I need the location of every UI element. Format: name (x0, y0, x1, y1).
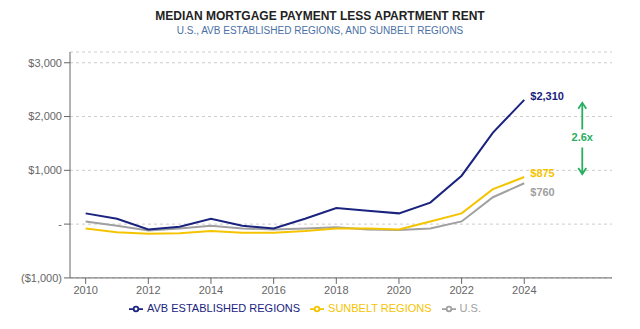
html-text:SUNBELT REGIONS: SUNBELT REGIONS (328, 301, 432, 314)
svg-text:2022: 2022 (449, 284, 473, 296)
svg-text:2016: 2016 (261, 284, 285, 296)
html-text:U.S.: U.S. (459, 301, 481, 314)
svg-text:2020: 2020 (387, 284, 411, 296)
svg-text:2010: 2010 (73, 284, 97, 296)
svg-text:-: - (58, 218, 62, 230)
svg-text:$1,000: $1,000 (28, 164, 62, 176)
svg-text:2024: 2024 (512, 284, 536, 296)
svg-text:$875: $875 (530, 167, 554, 179)
html-text:MEDIAN MORTGAGE PAYMENT LESS A: MEDIAN MORTGAGE PAYMENT LESS APARTMENT R… (155, 9, 485, 23)
svg-text:2014: 2014 (199, 284, 223, 296)
html-text:AVB ESTABLISHED REGIONS: AVB ESTABLISHED REGIONS (147, 301, 300, 314)
svg-text:2018: 2018 (324, 284, 348, 296)
svg-text:2012: 2012 (136, 284, 160, 296)
svg-text:($1,000): ($1,000) (21, 272, 62, 284)
svg-text:$2,310: $2,310 (530, 90, 564, 102)
svg-text:2.6x: 2.6x (572, 131, 594, 143)
html-text:U.S., AVB ESTABLISHED REGIONS,: U.S., AVB ESTABLISHED REGIONS, AND SUNBE… (176, 25, 464, 36)
svg-text:$3,000: $3,000 (28, 57, 62, 69)
svg-text:$2,000: $2,000 (28, 110, 62, 122)
svg-text:$760: $760 (530, 186, 554, 198)
